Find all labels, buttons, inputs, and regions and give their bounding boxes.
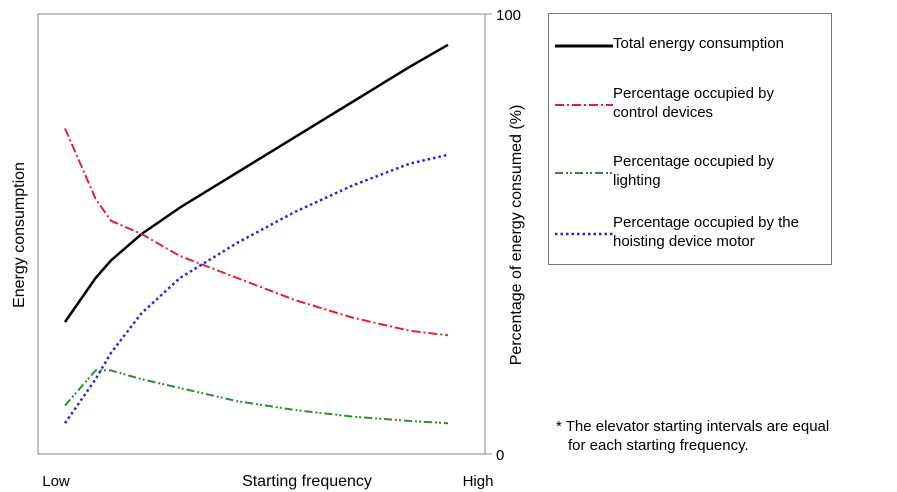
- legend-swatch-lighting: [555, 172, 613, 174]
- series-line-control-devices: [64, 128, 449, 337]
- x-tick-low: Low: [42, 473, 70, 490]
- legend: Total energy consumption Percentage occu…: [548, 13, 832, 265]
- series-line-hoisting-motor: [63, 153, 449, 424]
- legend-label-total: Total energy consumption: [613, 35, 784, 52]
- footnote-line-2: for each starting frequency.: [568, 437, 749, 454]
- x-tick-high: High: [463, 473, 494, 490]
- series-line-total: [63, 43, 449, 323]
- footnote-line-1: * The elevator starting intervals are eq…: [556, 418, 830, 435]
- footnote: * The elevator starting intervals are eq…: [556, 417, 896, 455]
- right-tick-100: 100: [496, 7, 521, 24]
- right-tick-0: 0: [496, 447, 504, 464]
- plot-area: [37, 13, 486, 455]
- x-axis-label: Starting frequency: [242, 473, 372, 490]
- legend-swatch-control: [555, 104, 613, 106]
- legend-swatch-motor: [555, 232, 613, 236]
- legend-label-lighting: Percentage occupied by lighting: [613, 153, 774, 189]
- legend-label-control: Percentage occupied by control devices: [613, 85, 774, 121]
- y-axis-label-left: Energy consumption: [11, 162, 28, 308]
- series-line-lighting: [64, 369, 449, 425]
- legend-swatch-total: [555, 44, 613, 48]
- legend-label-motor: Percentage occupied by the hoisting devi…: [613, 214, 799, 250]
- y-axis-label-right: Percentage of energy consumed (%): [508, 105, 525, 366]
